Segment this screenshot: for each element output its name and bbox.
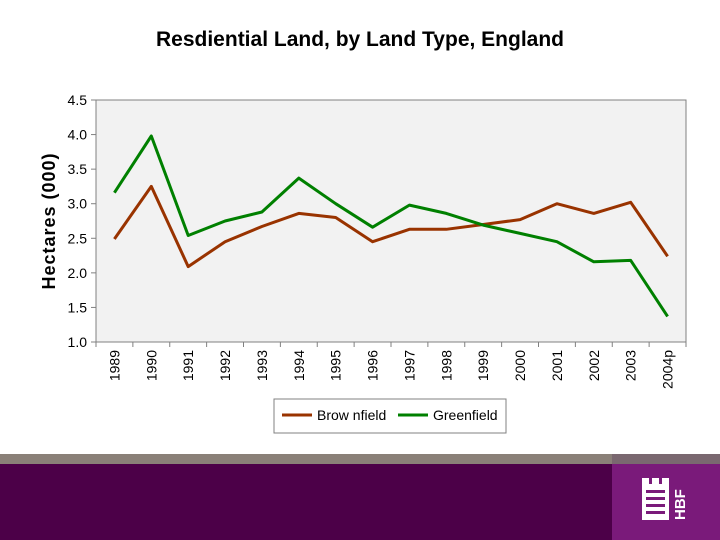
x-tick-label: 2001	[549, 350, 565, 381]
chart-title: Resdiential Land, by Land Type, England	[156, 28, 564, 51]
y-tick-label: 1.5	[68, 299, 88, 315]
y-tick-label: 4.0	[68, 127, 88, 143]
x-tick-label: 2003	[623, 350, 639, 381]
x-tick-label: 1994	[291, 350, 307, 381]
x-axis: 1989 1990 1991 1992 1993 1994 1995 1996 1997 1998…	[95, 342, 687, 389]
x-tick-label: 1998	[438, 350, 454, 381]
x-tick-label: 1990	[143, 350, 159, 381]
line-chart: Resdiential Land, by Land Type, England …	[39, 28, 687, 434]
legend-label-greenfield: Greenfield	[433, 407, 498, 423]
y-tick-label: 4.5	[68, 92, 88, 108]
x-tick-label: 2004p	[660, 350, 676, 389]
x-tick-label: 1997	[401, 350, 417, 381]
x-tick-label: 1989	[106, 350, 122, 381]
x-tick-label: 2002	[586, 350, 602, 381]
plot-area	[95, 99, 687, 343]
series-lines	[113, 134, 669, 318]
legend: Brow nfield Greenfield	[273, 398, 507, 434]
y-tick-label: 1.0	[68, 334, 88, 350]
y-tick-label: 3.5	[68, 161, 88, 177]
x-tick-label: 1991	[180, 350, 196, 381]
series-line-greenfield	[113, 134, 669, 318]
legend-box	[273, 398, 507, 434]
footer-bar	[0, 464, 720, 540]
legend-label-brownfield: Brow nfield	[317, 407, 386, 423]
x-tick-label: 1996	[365, 350, 381, 381]
x-tick-label: 2000	[512, 350, 528, 381]
y-tick-label: 3.0	[68, 196, 88, 212]
x-tick-label: 1999	[475, 350, 491, 381]
footer-divider-band	[0, 454, 720, 464]
y-tick-label: 2.0	[68, 265, 88, 281]
castle-tower-icon: HBF	[642, 478, 689, 520]
logo-text: HBF	[672, 489, 689, 520]
footer-divider-accent	[612, 454, 720, 464]
y-axis-label: Hectares (000)	[39, 152, 59, 289]
x-tick-label: 1993	[254, 350, 270, 381]
x-tick-label: 1995	[328, 350, 344, 381]
series-line-brownfield	[113, 184, 669, 269]
y-axis: 1.0 1.5 2.0 2.5 3.0 3.5 4.0 4.5	[68, 92, 96, 350]
y-tick-label: 2.5	[68, 230, 88, 246]
x-tick-label: 1992	[217, 350, 233, 381]
